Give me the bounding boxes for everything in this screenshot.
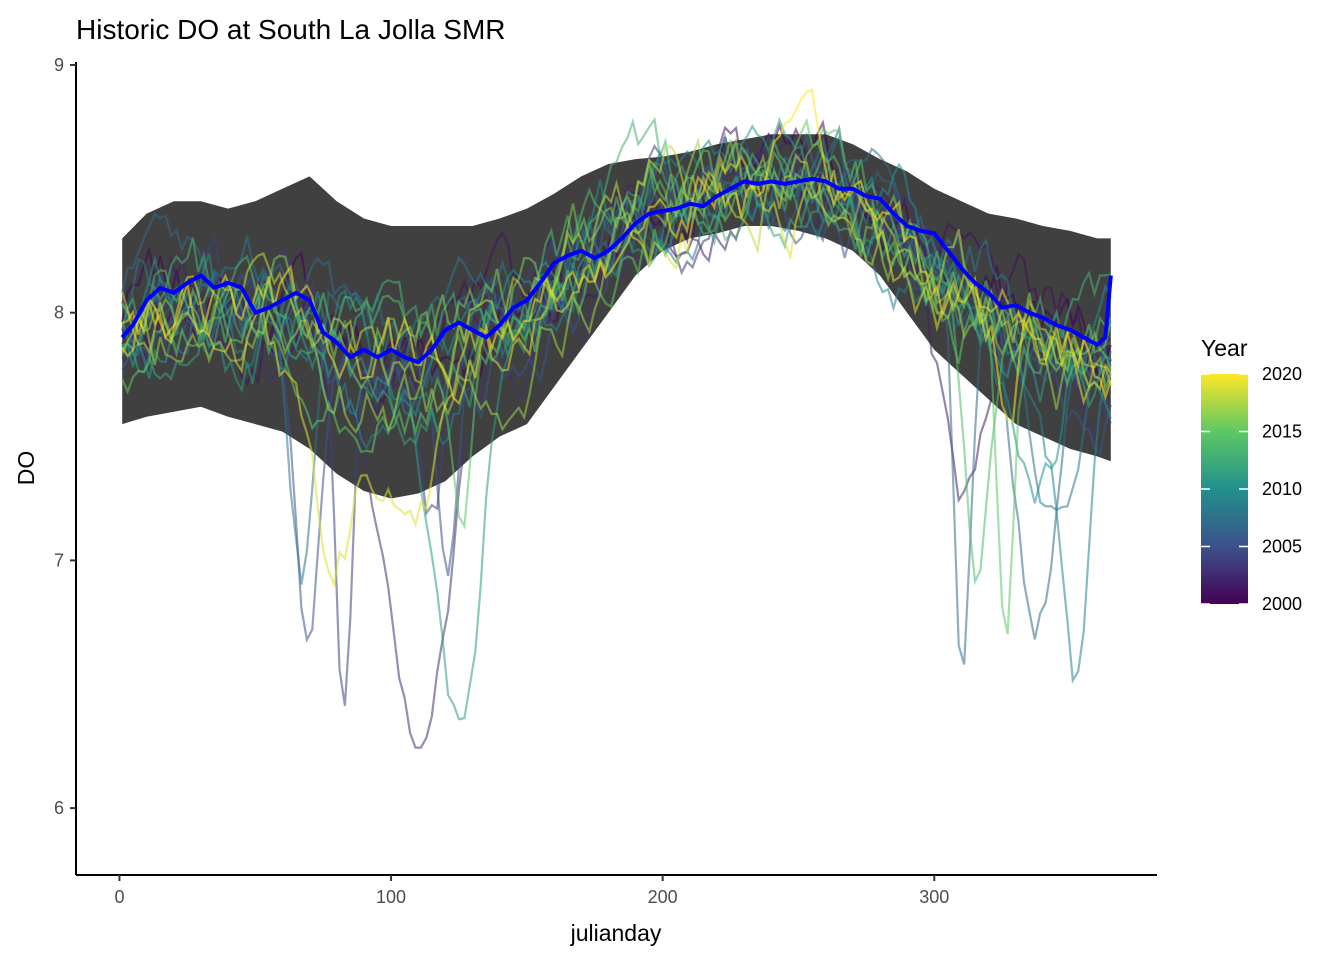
plot-area: [120, 88, 1113, 749]
year-line-2004: [121, 132, 1112, 706]
year-lines: [121, 88, 1112, 749]
y-axis-ticks: 6 7 8 9: [54, 55, 76, 818]
x-tick-label: 100: [376, 887, 406, 907]
year-line-2020: [121, 88, 1112, 423]
x-tick-label: 300: [919, 887, 949, 907]
y-tick-label: 8: [54, 303, 64, 323]
y-axis-title: DO: [13, 451, 39, 486]
legend-tick-label: 2010: [1262, 479, 1302, 499]
x-tick-label: 200: [648, 887, 678, 907]
legend-title: Year: [1201, 335, 1248, 361]
year-line-2019: [121, 152, 1112, 589]
legend-tick-label: 2000: [1262, 594, 1302, 614]
year-line-2017: [121, 136, 1112, 435]
y-tick-label: 9: [54, 55, 64, 75]
legend: Year 2000 2005 2010 2015 2020: [1201, 335, 1302, 614]
ribbon-band: [122, 134, 1111, 499]
x-tick-label: 0: [114, 887, 124, 907]
x-axis-title: julianday: [570, 920, 662, 946]
mean-series-line: [120, 176, 1113, 365]
y-tick-label: 6: [54, 798, 64, 818]
legend-tick-label: 2005: [1262, 537, 1302, 557]
year-line-2018: [121, 144, 1112, 391]
year-line-2014: [122, 137, 1112, 586]
x-axis-ticks: 0 100 200 300: [114, 875, 949, 907]
legend-tick-label: 2015: [1262, 422, 1302, 442]
legend-tick-label: 2020: [1262, 364, 1302, 384]
y-tick-label: 7: [54, 550, 64, 570]
chart-title: Historic DO at South La Jolla SMR: [76, 14, 506, 45]
legend-ticks: 2000 2005 2010 2015 2020: [1201, 364, 1302, 614]
year-line-2015: [121, 117, 1112, 635]
